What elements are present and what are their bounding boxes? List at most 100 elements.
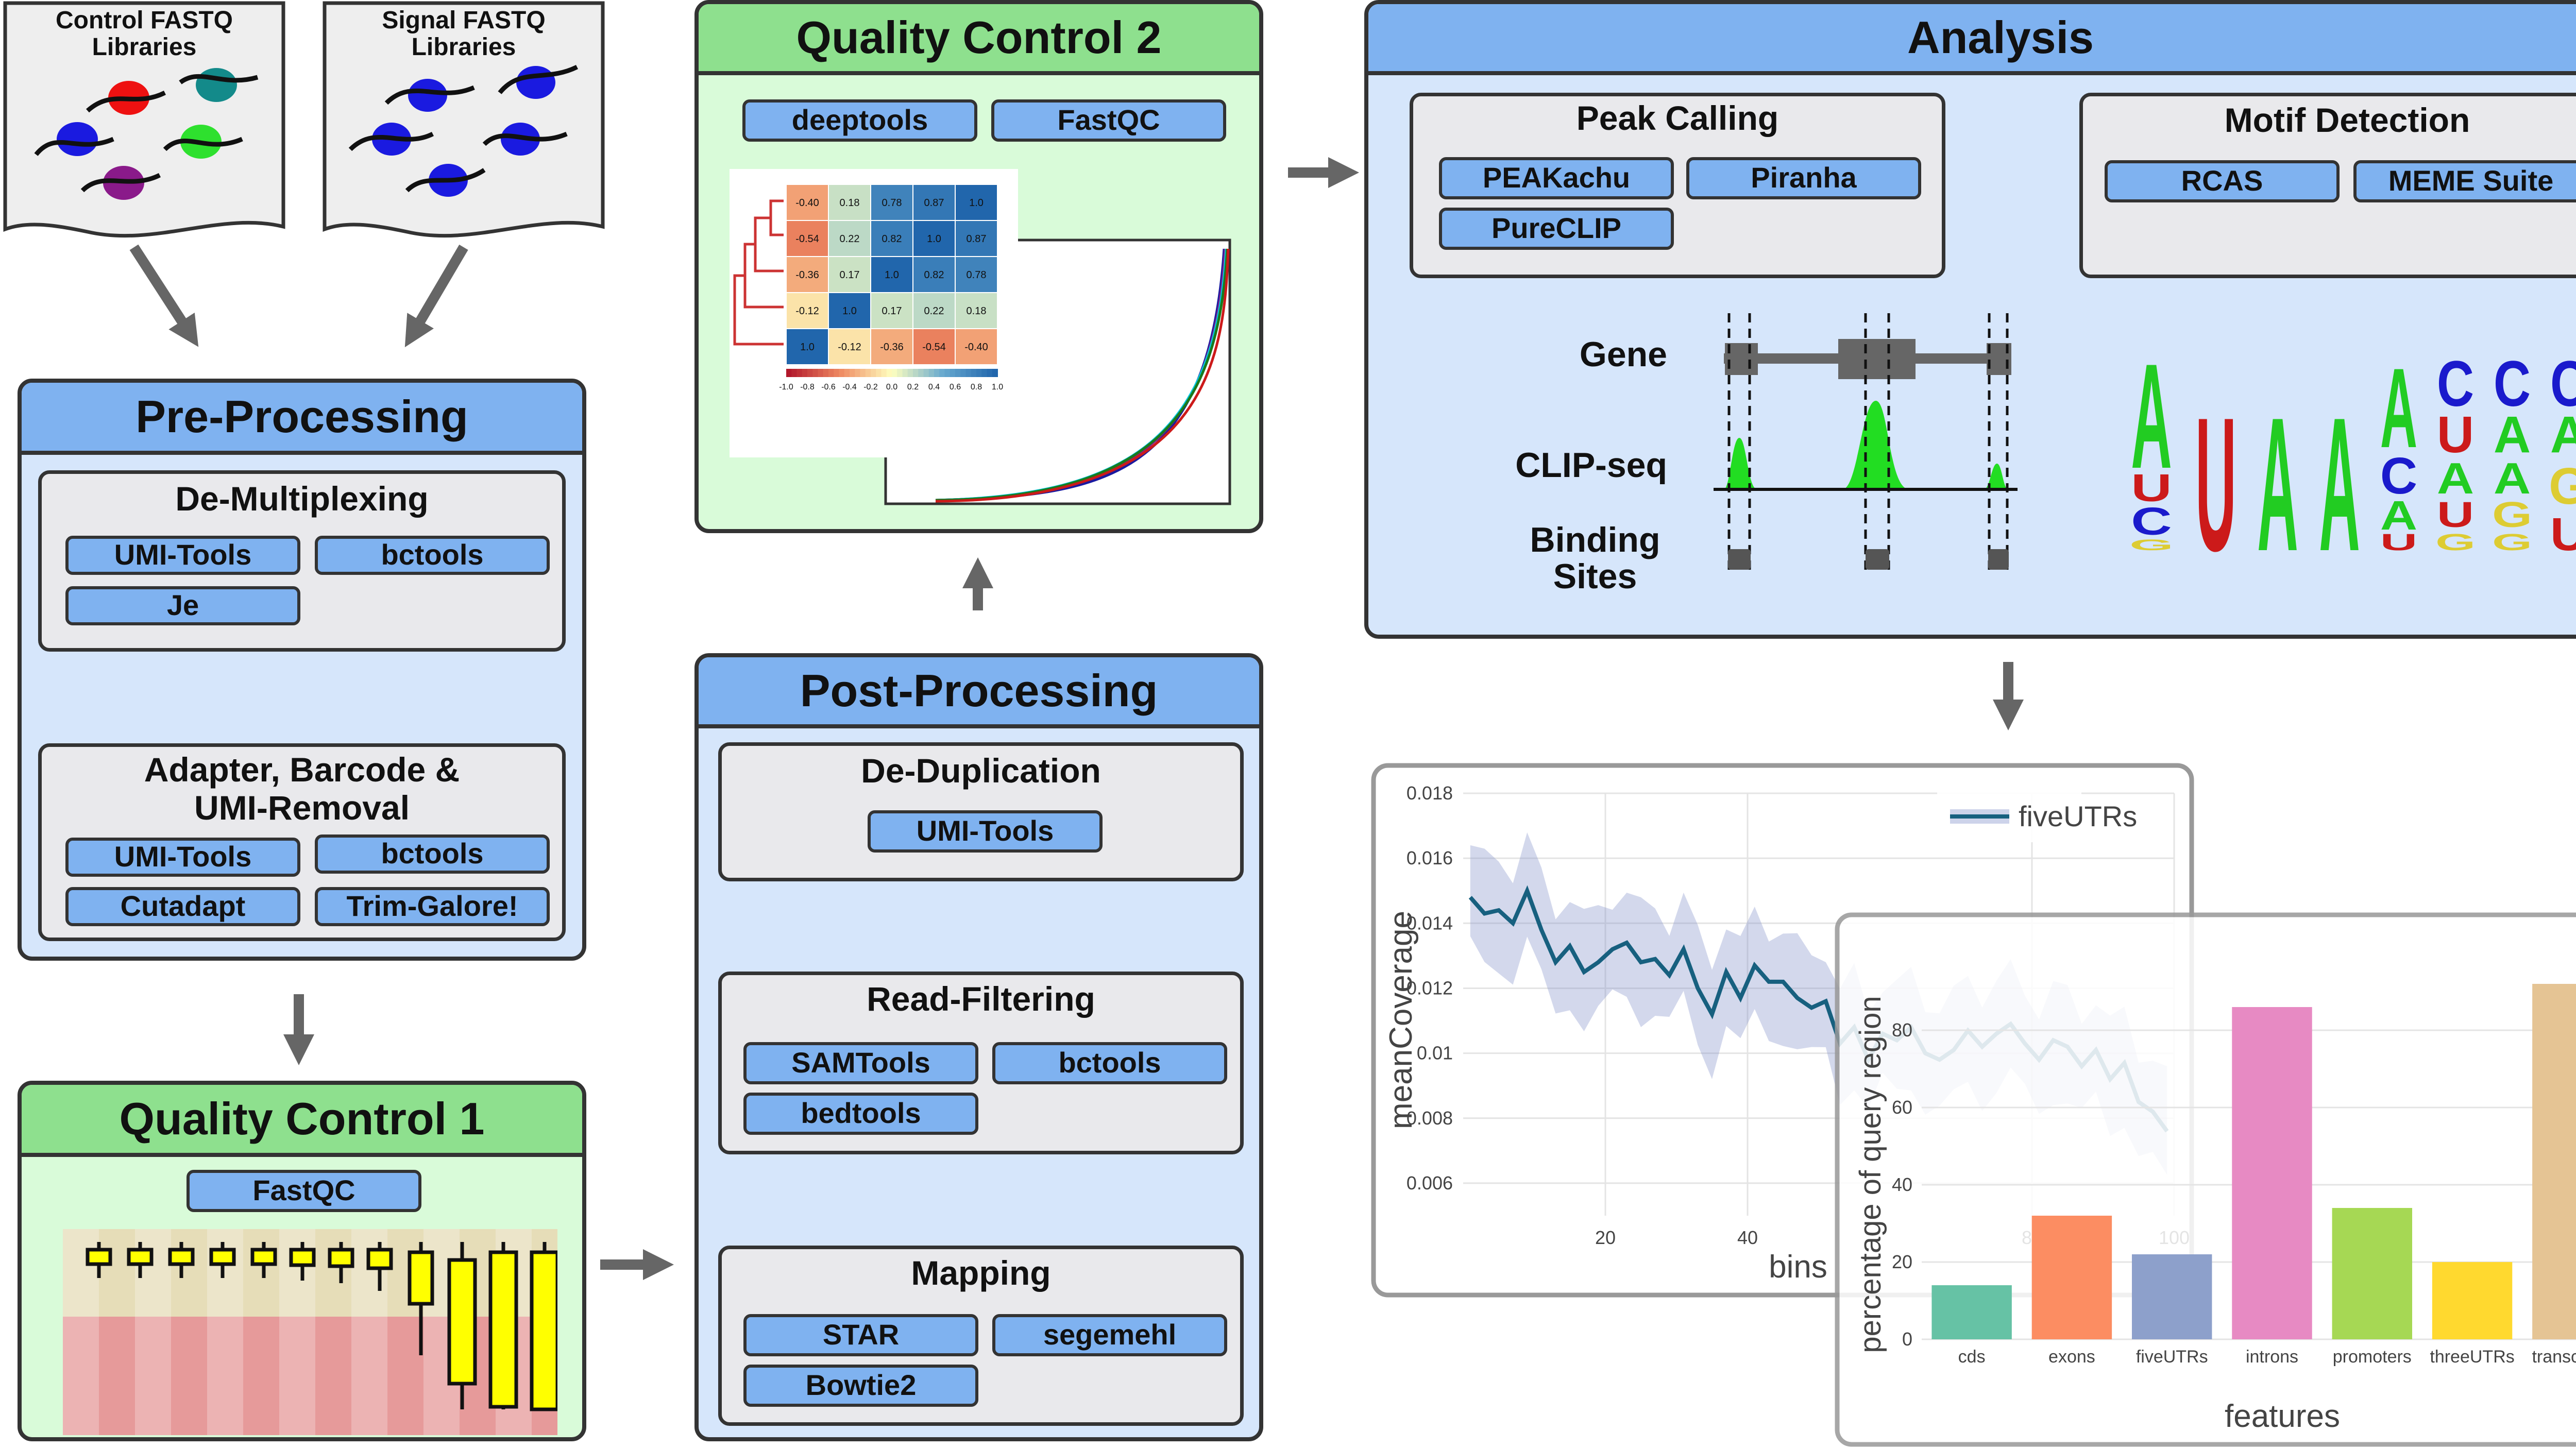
colorbar-segment — [965, 369, 972, 377]
boxplot-boxes — [86, 1242, 557, 1411]
colorbar-segment — [992, 369, 998, 377]
heatmap-cell — [955, 184, 998, 221]
tool-piranha: Piranha — [1686, 157, 1921, 199]
colorbar-segment — [950, 369, 956, 377]
line-chart-legend: fiveUTRs — [1937, 791, 2137, 842]
y-tick-label: 20 — [1892, 1251, 1912, 1272]
colorbar-segment — [886, 369, 892, 377]
tool-bowtie2: Bowtie2 — [743, 1365, 978, 1407]
bar-chart-y-ticks: 0 20 40 60 80 — [1892, 1019, 1912, 1350]
colorbar-segment — [828, 369, 835, 377]
heatmap-cell-label: 0.18 — [967, 305, 987, 317]
heatmap-cell — [786, 328, 829, 365]
heatmap-cells: -0.40 0.18 0.78 0.87 1.0 -0.54 0.22 0.82 1.0 0.87… — [786, 184, 998, 365]
binding-site-guides — [1727, 313, 2009, 576]
heatmap-cell-label: 0.82 — [924, 269, 944, 281]
postprocessing-title: Post-Processing — [699, 657, 1259, 728]
control-fastq-title: Control FASTQ Libraries — [56, 7, 233, 61]
colorbar-segment — [934, 369, 940, 377]
analysis-title: Analysis — [1368, 4, 2576, 75]
heatmap-cell-label: 0.17 — [840, 269, 860, 281]
heatmap-cell-label: -0.40 — [795, 197, 819, 209]
y-tick-label: 60 — [1892, 1097, 1912, 1118]
arrow-control-to-preprocessing — [129, 244, 199, 347]
heatmap-cell-label: 0.17 — [882, 305, 902, 317]
heatmap-cell-label: 0.87 — [924, 197, 944, 209]
colorbar-segment — [860, 369, 866, 377]
tool-umi-tools: UMI-Tools — [65, 838, 300, 877]
colorbar-segment — [796, 369, 803, 377]
peak-calling-title: Peak Calling — [1576, 99, 1779, 137]
colorbar-tick-label: 0.8 — [971, 383, 982, 391]
x-tick-label: exons — [2048, 1347, 2095, 1367]
heatmap-cell — [912, 328, 956, 365]
colorbar-tick-label: -0.2 — [863, 383, 878, 391]
heatmap-cell-label: 0.78 — [967, 269, 987, 281]
peak-calling-box: Peak Calling PEAKachu Piranha PureCLIP — [1410, 93, 1945, 278]
bar-transcripts — [2532, 984, 2576, 1339]
x-tick-label: introns — [2246, 1347, 2298, 1367]
motif-detection-box: Motif Detection RCAS MEME Suite — [2079, 93, 2576, 278]
feature-overlap-bar-chart: 0 20 40 60 80 cds exons fiveUTRs introns promote… — [1835, 912, 2576, 1447]
gene-track-label: Gene — [1579, 335, 1667, 374]
motif-detection-title: Motif Detection — [2224, 101, 2470, 139]
bar-chart-bars — [1931, 984, 2576, 1339]
heatmap-cell — [786, 220, 829, 257]
svg-text:C: C — [2437, 348, 2474, 419]
qc1-panel: Quality Control 1 FastQC — [18, 1081, 586, 1441]
colorbar-segment — [844, 369, 850, 377]
tool-je: Je — [65, 586, 300, 625]
genome-tracks — [1714, 313, 2018, 576]
read-filtering-box: Read-Filtering SAMTools bctools bedtools — [718, 972, 1244, 1154]
control-fastq-document — [3, 1, 285, 238]
tool-meme-suite: MEME Suite — [2353, 160, 2576, 202]
colorbar-segment — [802, 369, 808, 377]
colorbar-segment — [928, 369, 935, 377]
x-tick-label: fiveUTRs — [2136, 1347, 2208, 1367]
heatmap-cell — [912, 220, 956, 257]
heatmap-cell-label: 0.78 — [882, 197, 902, 209]
tool-segemehl: segemehl — [992, 1314, 1227, 1356]
heatmap-cell — [828, 220, 871, 257]
svg-text:A: A — [2494, 406, 2531, 464]
svg-text:U: U — [2195, 378, 2236, 560]
svg-text:U: U — [2437, 406, 2474, 464]
y-tick-label: 0 — [1902, 1328, 1912, 1350]
heatmap-cell — [870, 328, 913, 365]
tool-pureclip: PureCLIP — [1439, 208, 1674, 250]
bar-threeUTRs — [2432, 1262, 2513, 1339]
tool-bctools: bctools — [992, 1042, 1227, 1084]
bar-introns — [2232, 1007, 2312, 1339]
y-tick-label: 0.018 — [1406, 782, 1453, 804]
colorbar-tick-label: -0.6 — [821, 383, 836, 391]
colorbar-segment — [812, 369, 819, 377]
heatmap-cell-label: 1.0 — [842, 305, 857, 317]
svg-text:G: G — [2435, 530, 2476, 555]
bar-cds — [1931, 1285, 2012, 1339]
heatmap-dendrogram — [733, 199, 784, 346]
analysis-panel: Analysis Peak Calling PEAKachu Piranha P… — [1364, 0, 2576, 639]
heatmap-cell-label: -0.54 — [795, 233, 819, 245]
colorbar-segment — [987, 369, 993, 377]
heatmap-cell-label: -0.40 — [964, 342, 988, 353]
read-filtering-title: Read-Filtering — [867, 980, 1095, 1018]
colorbar-segment — [876, 369, 882, 377]
fastqc-boxplot — [63, 1229, 557, 1435]
heatmap-cell-label: 0.87 — [967, 233, 987, 245]
colorbar-segment — [818, 369, 824, 377]
colorbar-segment — [871, 369, 877, 377]
x-tick-label: 40 — [1737, 1227, 1758, 1248]
x-tick-label: threeUTRs — [2430, 1347, 2514, 1367]
tool-umi-tools: UMI-Tools — [868, 810, 1103, 853]
bar-chart-ylabel: percentage of query region — [1854, 996, 1887, 1353]
heatmap-colorbar: -1.0 -0.8 -0.6 -0.4 -0.2 0.0 0.2 0.4 0.6 0.8 1.0 — [779, 369, 1003, 391]
svg-text:A: A — [2380, 492, 2417, 538]
svg-text:A: A — [2494, 454, 2531, 503]
mapping-box: Mapping STAR segemehl Bowtie2 — [718, 1246, 1244, 1426]
arrow-signal-to-preprocessing — [404, 244, 468, 348]
svg-text:G: G — [2492, 530, 2532, 555]
colorbar-segment — [955, 369, 961, 377]
line-chart-y-ticks: 0.006 0.008 0.01 0.012 0.014 0.016 0.018 — [1406, 782, 1453, 1194]
sequence-logo: A U C G U A A A C A U C U A U G C A A G — [2129, 333, 2576, 560]
deduplication-box: De-Duplication UMI-Tools — [718, 742, 1244, 881]
